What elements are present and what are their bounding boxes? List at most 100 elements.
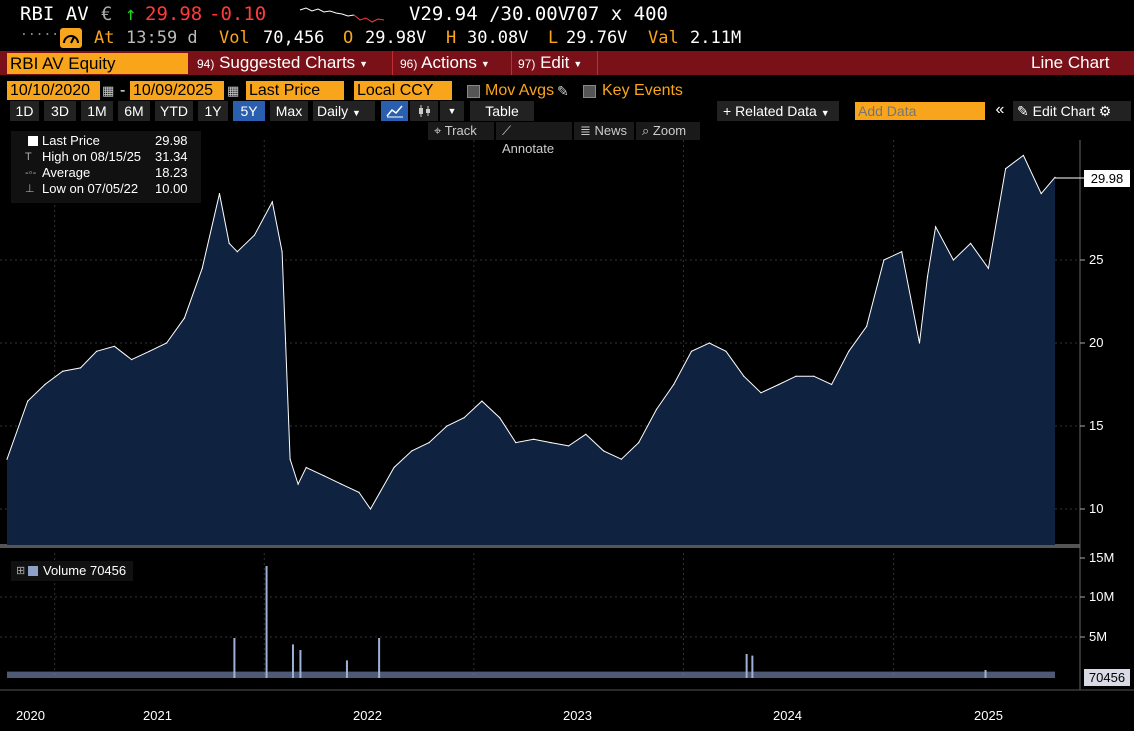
pencil-icon: ✎	[1017, 103, 1029, 119]
start-date-field[interactable]: 10/10/2020	[7, 81, 100, 100]
table-button[interactable]: Table	[470, 101, 534, 121]
mov-avgs-label[interactable]: Mov Avgs	[485, 82, 555, 99]
price-point	[148, 350, 151, 352]
magnifier-icon: ⌕	[642, 123, 650, 138]
suggested-charts-number: 94)	[197, 57, 215, 71]
news-label: News	[594, 123, 628, 138]
average-marker-icon: -◦-	[25, 167, 37, 179]
settings-bar: 10/10/2020 ▦ - 10/09/2025 ▦ Last Price L…	[0, 80, 1134, 102]
actions-menu[interactable]: 96) Actions ▼	[400, 51, 490, 75]
price-point	[901, 251, 903, 253]
vol-label: Vol	[219, 28, 250, 48]
line-chart-icon[interactable]	[381, 101, 408, 121]
annotate-icon: ⟋	[502, 123, 512, 138]
frequency-dropdown[interactable]: Daily ▼	[313, 101, 375, 121]
price-point	[358, 491, 360, 493]
volume-bar	[745, 654, 748, 678]
expand-icon[interactable]: ⊞	[16, 565, 26, 577]
price-point	[183, 317, 186, 319]
volume-bar	[291, 644, 294, 678]
annotate-tool[interactable]: ⟋ Annotate	[496, 122, 572, 156]
crosshair-icon: ⌖	[434, 123, 442, 138]
net-change: -0.10	[209, 3, 267, 25]
chart-type-dropdown-icon[interactable]: ▼	[440, 101, 464, 121]
panel-separator	[0, 544, 1080, 548]
edit-chart-label: Edit Chart	[1032, 103, 1095, 119]
sparkline-icon	[299, 7, 385, 23]
price-point	[620, 458, 623, 460]
quote-time: 13:59 d	[126, 28, 198, 48]
related-data-dropdown[interactable]: + Related Data ▼	[717, 101, 839, 121]
volume-bar	[233, 638, 236, 678]
range-ytd[interactable]: YTD	[155, 101, 193, 121]
volume-bar	[345, 660, 348, 678]
legend-high-value: 31.34	[155, 149, 188, 164]
chart-type-title: Line Chart	[1031, 53, 1110, 72]
volume-bar	[265, 566, 268, 678]
add-data-input[interactable]	[855, 102, 985, 120]
ticker[interactable]: RBI AV	[20, 3, 89, 25]
legend-low-label: Low on 07/05/22	[42, 181, 139, 196]
edit-menu[interactable]: 97) Edit ▼	[518, 51, 582, 75]
range-1m[interactable]: 1M	[81, 101, 113, 121]
price-point	[411, 450, 413, 452]
price-point	[289, 458, 291, 460]
calendar-icon[interactable]: ▦	[102, 83, 115, 98]
bid-ask-size: 707 x 400	[565, 3, 668, 25]
low-marker-icon: ⊥	[25, 183, 35, 195]
edit-number: 97)	[518, 57, 536, 71]
collapse-icon[interactable]: «	[990, 101, 1010, 121]
volume-bar	[984, 670, 987, 678]
key-events-checkbox[interactable]	[583, 85, 596, 98]
range-5y[interactable]: 5Y	[233, 101, 265, 121]
dropdown-icon: ▼	[352, 108, 361, 118]
x-tick-label: 2023	[563, 708, 592, 723]
end-date-field[interactable]: 10/09/2025	[130, 81, 224, 100]
track-tool[interactable]: ⌖ Track	[428, 122, 494, 140]
news-tool[interactable]: ≣ News	[574, 122, 634, 140]
news-icon: ≣	[580, 123, 591, 138]
vol-tick-label: 10M	[1089, 589, 1115, 604]
security-field[interactable]: RBI AV Equity	[7, 53, 188, 74]
candlestick-icon[interactable]	[410, 101, 438, 121]
price-point	[831, 383, 833, 386]
volume-tag: 70456	[1084, 669, 1130, 686]
range-6m[interactable]: 6M	[118, 101, 150, 121]
range-3d[interactable]: 3D	[44, 101, 76, 121]
volume-value: 70,456	[263, 28, 325, 48]
high-label: H	[446, 28, 457, 48]
calendar-icon[interactable]: ▦	[227, 83, 240, 98]
volume-baseline	[7, 671, 1055, 678]
low-value: 29.76V	[566, 28, 628, 48]
divider	[511, 51, 512, 75]
speedometer-icon[interactable]	[60, 28, 82, 48]
price-point	[201, 267, 203, 269]
price-point	[131, 359, 133, 361]
range-max[interactable]: Max	[270, 101, 308, 121]
low-label: L	[548, 28, 559, 48]
key-events-label[interactable]: Key Events	[602, 82, 683, 99]
volume-bar	[299, 650, 302, 678]
currency-selector[interactable]: Local CCY	[354, 81, 452, 100]
divider	[392, 51, 393, 75]
suggested-charts-menu[interactable]: 94) Suggested Charts ▼	[197, 51, 368, 75]
price-point	[550, 442, 552, 444]
pencil-icon[interactable]: ✎	[557, 83, 569, 99]
price-volume-chart[interactable]	[0, 140, 1134, 731]
range-1y[interactable]: 1Y	[198, 101, 228, 121]
open-label: O	[343, 28, 354, 48]
price-point	[253, 234, 256, 236]
field-selector[interactable]: Last Price	[246, 81, 344, 100]
price-point	[446, 425, 448, 427]
y-tick-label: 15	[1089, 418, 1104, 433]
range-1d[interactable]: 1D	[10, 101, 39, 121]
dots-indicator: .....	[20, 24, 60, 39]
mov-avgs-checkbox[interactable]	[467, 85, 480, 98]
price-point	[463, 417, 465, 419]
x-tick-label: 2022	[353, 708, 382, 723]
zoom-tool[interactable]: ⌕ Zoom	[636, 122, 700, 140]
quote-line: RBI AV € ↑ 29.98 -0.10 V29.94 /30.00V 70…	[0, 2, 1134, 26]
open-value: 29.98V	[365, 28, 427, 48]
high-marker-icon: T	[25, 151, 32, 163]
edit-chart-button[interactable]: ✎ Edit Chart ⚙	[1013, 101, 1131, 121]
